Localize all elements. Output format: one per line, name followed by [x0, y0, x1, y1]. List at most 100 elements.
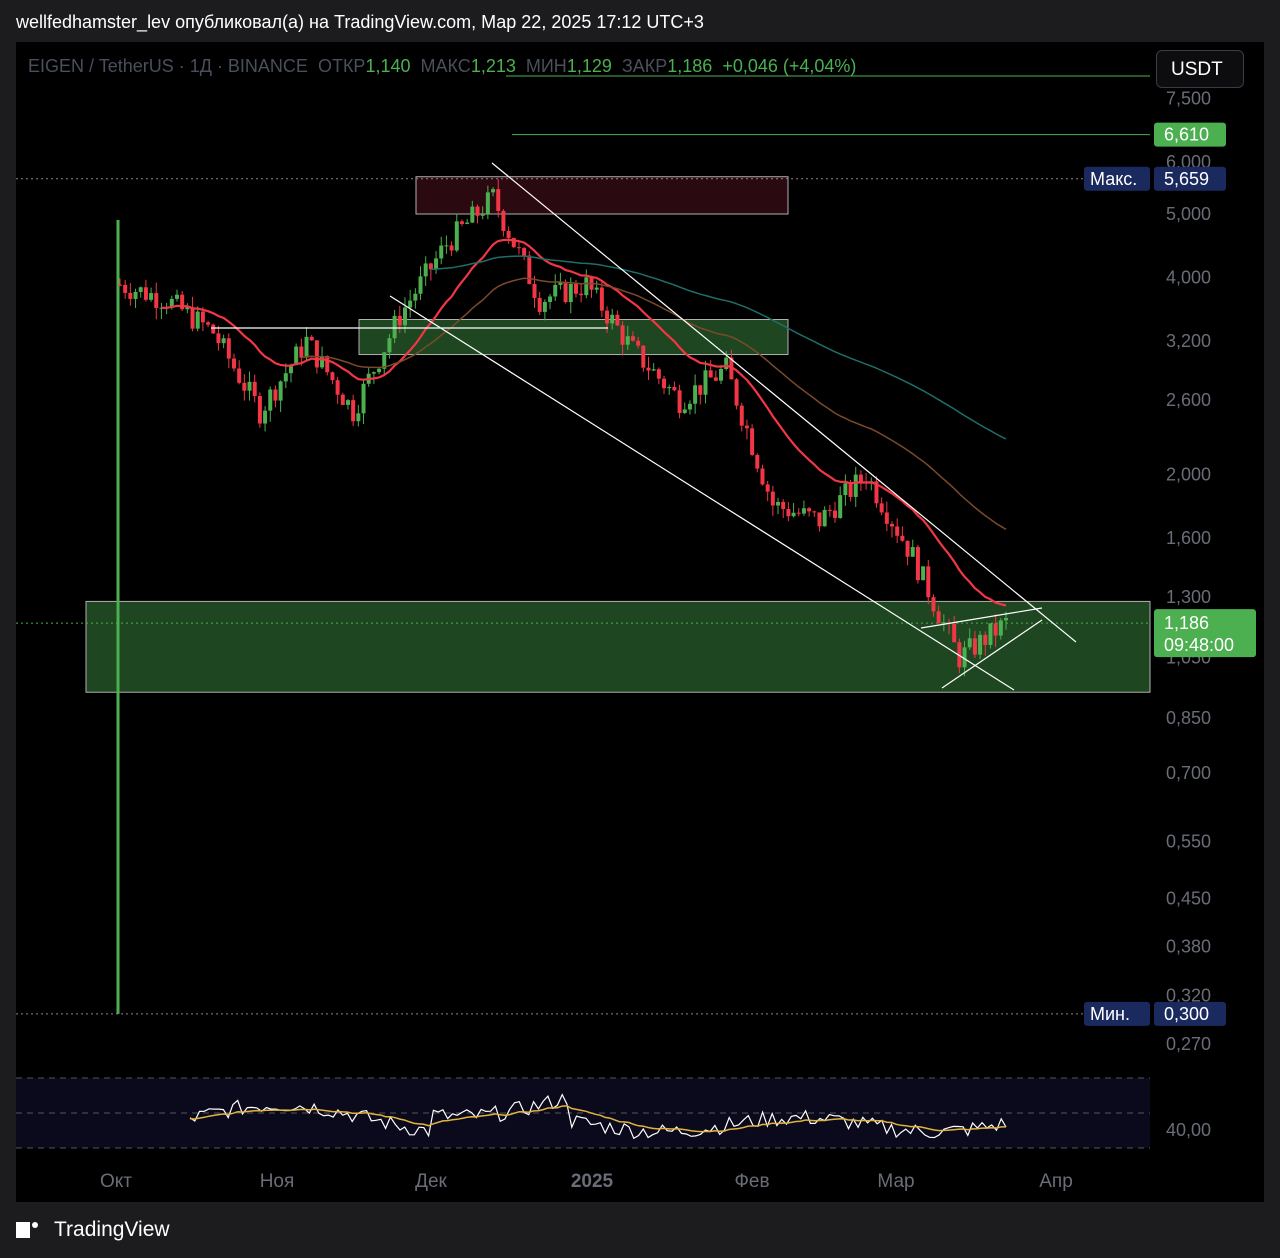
price-tag-current-value: 1,186 — [1164, 613, 1209, 633]
candle-body — [781, 501, 786, 509]
candle-body — [693, 385, 698, 404]
candle-body — [351, 400, 356, 422]
y-tick-label: 0,850 — [1166, 708, 1211, 728]
candle-body — [211, 324, 216, 334]
candle-body — [801, 508, 806, 514]
candle-body — [537, 297, 542, 312]
candle-body — [506, 230, 511, 238]
candle-body — [283, 373, 288, 382]
candle-body — [594, 287, 599, 290]
footer: TradingView — [16, 1218, 170, 1242]
candle-body — [895, 526, 900, 536]
candle-body — [288, 365, 293, 374]
candle-body — [630, 336, 635, 341]
support-zone — [85, 600, 1151, 693]
candle-body — [734, 379, 739, 406]
candle-body — [978, 634, 983, 655]
candle-body — [739, 405, 744, 426]
candle-body — [822, 509, 827, 527]
candle-body — [838, 495, 843, 518]
candle-body — [501, 210, 506, 231]
candle-body — [620, 325, 625, 345]
price-tag-current-bg — [1154, 609, 1256, 658]
candle-body — [921, 566, 926, 581]
candle-body — [796, 512, 801, 514]
candle-body — [454, 221, 459, 251]
candle-body — [713, 377, 718, 381]
candle-body — [703, 370, 708, 395]
y-tick-label: 4,000 — [1166, 267, 1211, 287]
candle-body — [682, 409, 687, 414]
price-tag-6610-bg — [1154, 122, 1226, 147]
candle-body — [993, 623, 998, 636]
open-value: 1,140 — [365, 56, 411, 76]
candle-body — [791, 512, 796, 517]
candle-body — [257, 396, 262, 424]
y-tick-label: 2,600 — [1166, 390, 1211, 410]
footer-brand: TradingView — [54, 1218, 170, 1241]
candle-body — [268, 389, 273, 411]
chart-area[interactable]: 7,500 6,000 5,000 4,000 3,200 2,600 2,000 1,600… — [16, 42, 1264, 1202]
candle-body — [434, 258, 439, 270]
candle-body — [532, 284, 537, 298]
candle-body — [335, 380, 340, 395]
candle-body — [408, 300, 413, 308]
candle-body — [558, 281, 563, 285]
candle-body — [812, 511, 817, 513]
x-tick-label: 2025 — [571, 1171, 614, 1192]
y-tick-label: 3,200 — [1166, 331, 1211, 351]
candle-body — [651, 369, 656, 371]
y-tick-label: 5,000 — [1166, 204, 1211, 224]
candle-body — [905, 540, 910, 557]
candle-body — [879, 503, 884, 513]
currency-button[interactable]: USDT — [1156, 50, 1244, 88]
symbol-info: EIGEN / TetherUS · 1Д · BINANCE ОТКР1,14… — [28, 56, 856, 77]
symbol-name: EIGEN / TetherUS · 1Д · BINANCE — [28, 56, 308, 76]
rsi-ma-line — [189, 1105, 1006, 1133]
candle-body — [459, 221, 464, 224]
candle-body — [910, 547, 915, 557]
candle-body — [465, 222, 470, 224]
candle-body — [967, 638, 972, 648]
candle-body — [646, 367, 651, 371]
candle-body — [231, 358, 236, 369]
candle-body — [744, 425, 749, 429]
candle-body — [874, 481, 879, 504]
ema-slow-line — [430, 255, 1007, 440]
candle-body — [340, 394, 345, 405]
candle-body — [729, 357, 734, 380]
candle-body — [392, 315, 397, 339]
candle-body — [527, 255, 532, 285]
y-tick-label: 1,300 — [1166, 587, 1211, 607]
candle-body — [496, 189, 501, 211]
open-label: ОТКР — [317, 56, 366, 76]
price-tag-min-bg — [1154, 1001, 1226, 1026]
candle-body — [843, 483, 848, 496]
channel-lower-line — [389, 295, 1015, 691]
price-tag-max-bg — [1154, 166, 1226, 191]
low-label: МИН — [525, 56, 567, 76]
candle-body — [656, 369, 661, 379]
candle-body — [138, 287, 143, 292]
candle-body — [371, 372, 376, 374]
high-label: МАКС — [420, 56, 471, 76]
candle-body — [242, 382, 247, 391]
candle-body — [568, 283, 573, 303]
candle-body — [449, 245, 454, 251]
candle-body — [677, 390, 682, 414]
y-tick-label: 2,000 — [1166, 465, 1211, 485]
candle-body — [807, 508, 812, 512]
candle-body — [237, 368, 242, 383]
price-tag-timer: 09:48:00 — [1164, 635, 1234, 655]
price-tag-max-value: 5,659 — [1164, 169, 1209, 189]
candle-body — [853, 474, 858, 497]
y-tick-label: 0,270 — [1166, 1034, 1211, 1054]
price-tag-max-label-bg — [1084, 166, 1150, 191]
price-tag-min-value: 0,300 — [1164, 1004, 1209, 1024]
candle-body — [553, 284, 558, 297]
candle-body — [397, 315, 402, 326]
candle-body — [169, 298, 174, 308]
candle-body — [195, 311, 200, 329]
price-chart[interactable]: 7,5006,0005,0004,0003,2002,6002,0001,600… — [16, 42, 1264, 1202]
candle-body — [915, 547, 920, 581]
